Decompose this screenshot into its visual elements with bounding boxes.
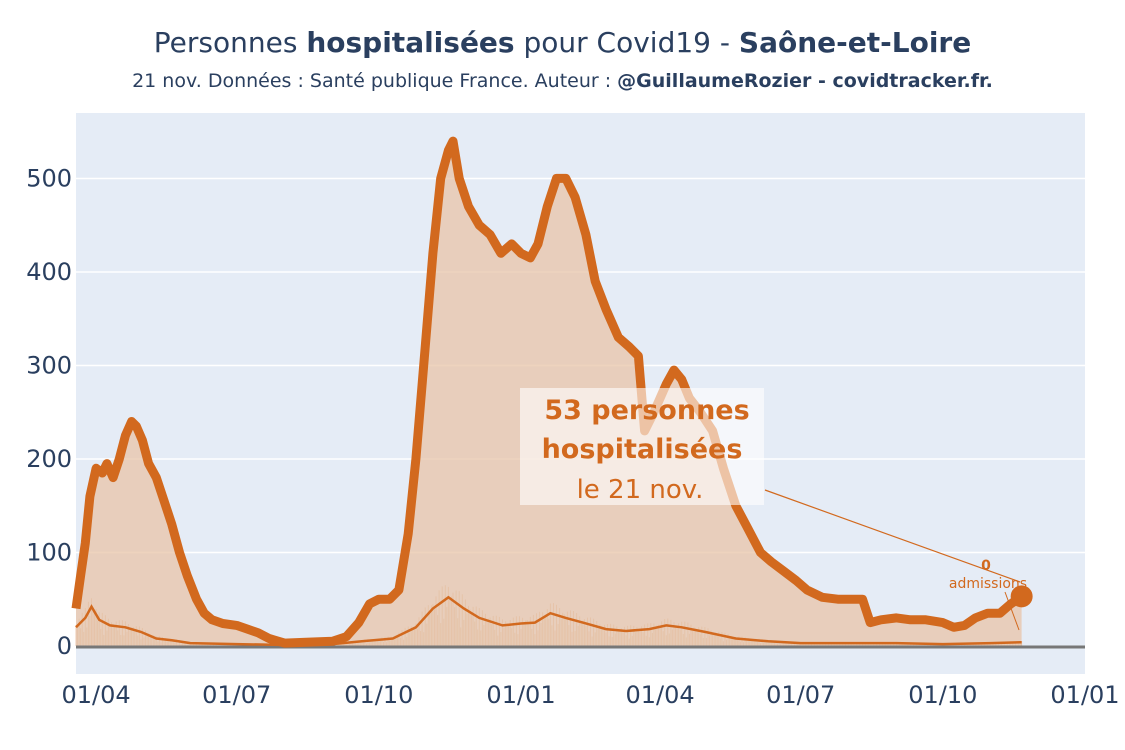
chart-subtitle: 21 nov. Données : Santé publique France.… bbox=[132, 70, 993, 92]
admissions-unit: admissions bbox=[949, 576, 1027, 592]
annotation-line-2: hospitalisées bbox=[542, 434, 743, 465]
admissions-value: 0 bbox=[981, 558, 991, 574]
chart-title: Personnes hospitalisées pour Covid19 - S… bbox=[153, 26, 972, 59]
x-tick-label: 01/10 bbox=[908, 681, 977, 709]
last-value-marker bbox=[1010, 585, 1033, 608]
y-tick-label: 0 bbox=[57, 632, 72, 660]
y-axis-ticks: 0 100 200 300 400 500 bbox=[26, 164, 72, 660]
x-tick-label: 01/01 bbox=[1050, 681, 1119, 709]
x-tick-label: 01/04 bbox=[62, 681, 131, 709]
x-tick-label: 01/01 bbox=[486, 681, 555, 709]
y-tick-label: 500 bbox=[26, 164, 72, 192]
y-tick-label: 100 bbox=[26, 538, 72, 566]
annotation-line-1: 53 personnes bbox=[544, 395, 749, 426]
y-tick-label: 400 bbox=[26, 258, 72, 286]
admissions-line bbox=[75, 595, 1022, 647]
x-tick-label: 01/07 bbox=[766, 681, 835, 709]
x-tick-label: 01/04 bbox=[625, 681, 694, 709]
annotation-box bbox=[520, 388, 764, 505]
y-tick-label: 200 bbox=[26, 445, 72, 473]
annotation-pointer bbox=[764, 489, 1021, 583]
annotation-line-3: le 21 nov. bbox=[577, 475, 704, 505]
y-tick-label: 300 bbox=[26, 351, 72, 379]
hospitalized-line bbox=[71, 136, 1025, 648]
x-tick-label: 01/10 bbox=[344, 681, 413, 709]
admissions-pointer bbox=[1004, 591, 1020, 631]
x-tick-label: 01/07 bbox=[202, 681, 271, 709]
x-axis-ticks: 01/04 01/07 01/10 01/01 01/04 01/07 01/10 01/01 bbox=[62, 681, 1120, 709]
